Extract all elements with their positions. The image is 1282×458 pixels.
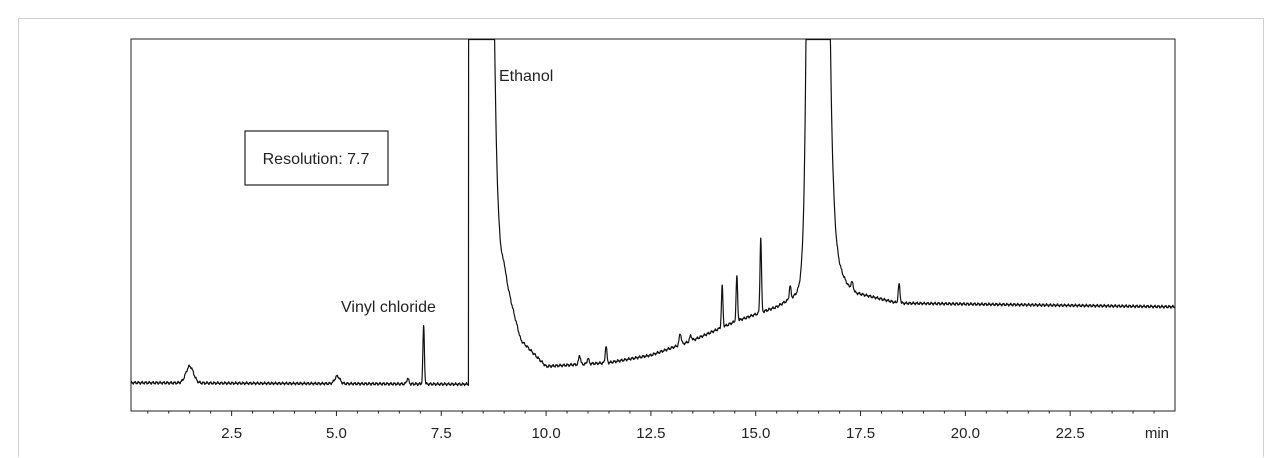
x-tick-label: 12.5 <box>636 425 665 442</box>
x-tick-label: 22.5 <box>1056 425 1085 442</box>
plot-area <box>130 38 1176 412</box>
x-tick-label: 15.0 <box>741 425 770 442</box>
x-tick-label: 7.5 <box>431 425 452 442</box>
chromatogram-trace <box>130 38 1176 387</box>
figure-frame: 2.5 5.0 7.5 10.0 12.5 15.0 17.5 20.0 22.5 min Vi… <box>18 18 1264 457</box>
x-tick-label: 10.0 <box>531 425 560 442</box>
chromatogram-chart: 2.5 5.0 7.5 10.0 12.5 15.0 17.5 20.0 22.5 min Vi… <box>130 38 1176 442</box>
annotation-ethanol: Ethanol <box>499 68 553 85</box>
x-tick-label: 17.5 <box>846 425 875 442</box>
resolution-box: Resolution: 7.7 <box>244 130 389 186</box>
x-tick-label: 5.0 <box>326 425 347 442</box>
x-ticks: 2.5 5.0 7.5 10.0 12.5 15.0 17.5 20.0 22.5 <box>147 411 1155 442</box>
x-tick-label: 2.5 <box>221 425 242 442</box>
resolution-label: Resolution: 7.7 <box>263 151 370 168</box>
annotation-vinyl-chloride: Vinyl chloride <box>341 299 436 316</box>
x-tick-label: 20.0 <box>951 425 980 442</box>
x-unit-label: min <box>1145 425 1169 442</box>
resolution-box-border <box>244 130 389 186</box>
